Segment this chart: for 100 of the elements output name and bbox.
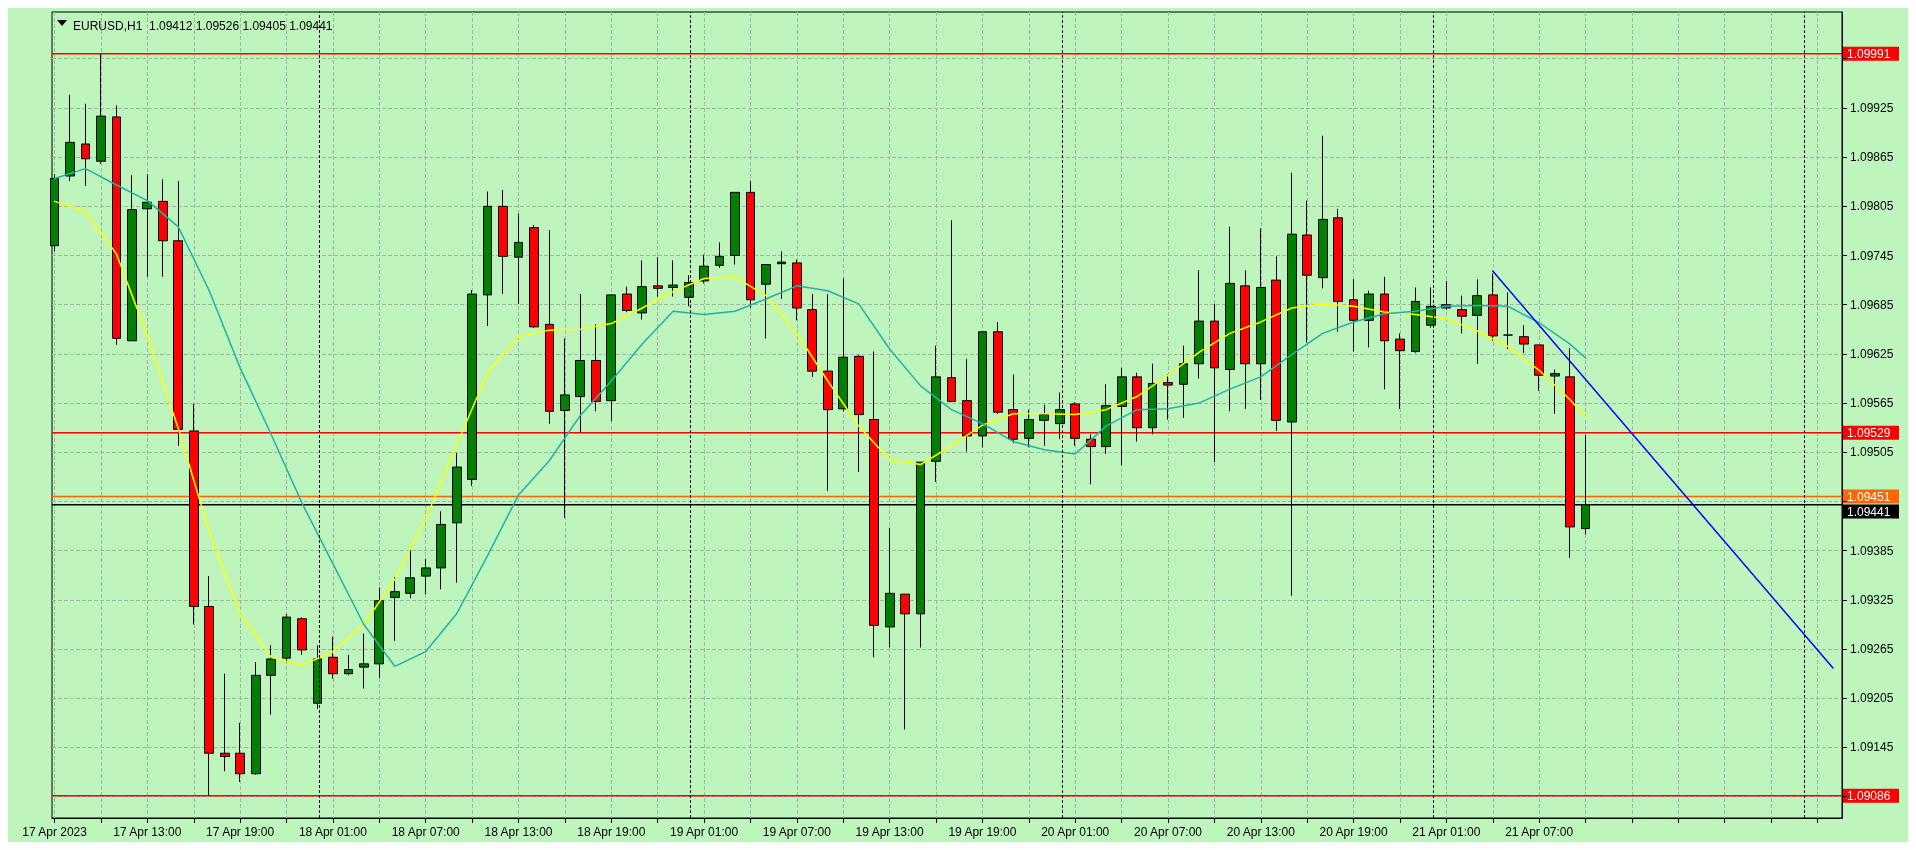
candlestick (1318, 135, 1328, 289)
candlestick (1240, 269, 1250, 410)
candlestick (65, 94, 75, 182)
x-tick-label: 17 Apr 19:00 (206, 825, 275, 839)
candlestick (606, 293, 616, 422)
candlestick (885, 527, 895, 648)
x-tick-label: 17 Apr 13:00 (113, 825, 182, 839)
ref-line-label: 1.09451 (1847, 489, 1891, 504)
candlestick (947, 219, 956, 403)
candlestick (838, 277, 848, 412)
y-tick-label: 1.09145 (1850, 740, 1894, 755)
y-tick-label: 1.09205 (1850, 691, 1894, 706)
candlestick (1163, 373, 1173, 421)
candlestick (637, 259, 647, 320)
candlestick (483, 191, 492, 327)
candlestick (266, 644, 276, 716)
x-tick-label: 21 Apr 07:00 (1505, 825, 1574, 839)
candlestick (591, 323, 601, 412)
candlestick (931, 345, 941, 483)
x-tick-label: 18 Apr 07:00 (391, 825, 461, 839)
candlestick (622, 286, 632, 313)
candlestick (1534, 344, 1544, 392)
candlestick (1457, 295, 1467, 334)
candlestick (1488, 273, 1498, 342)
candlestick (1256, 227, 1266, 401)
candlestick (359, 633, 369, 689)
x-tick-label: 19 Apr 13:00 (855, 825, 924, 839)
candlestick (81, 103, 90, 187)
candlestick (1024, 409, 1034, 448)
candlestick (761, 264, 771, 339)
x-tick-label: 19 Apr 01:00 (670, 825, 739, 839)
candlestick (1550, 368, 1560, 415)
candlestick (792, 259, 802, 321)
x-tick-label: 20 Apr 07:00 (1133, 825, 1203, 839)
candlestick (514, 213, 523, 305)
candlestick (746, 180, 755, 309)
candlestick (1411, 287, 1420, 354)
x-tick-label: 18 Apr 01:00 (298, 825, 368, 839)
candlestick (142, 173, 152, 278)
candlestick (1333, 208, 1343, 333)
ref-line-label: 1.09441 (1847, 504, 1891, 519)
candlestick (127, 174, 137, 342)
x-tick-label: 17 Apr 2023 (22, 825, 88, 839)
x-tick-label: 20 Apr 01:00 (1041, 825, 1110, 839)
candlestick (251, 661, 261, 776)
y-tick-label: 1.09805 (1850, 199, 1894, 214)
x-tick-label: 20 Apr 19:00 (1319, 825, 1388, 839)
y-tick-label: 1.09325 (1850, 592, 1894, 607)
candlestick (1519, 324, 1529, 354)
candlestick (405, 549, 415, 599)
candlestick (1225, 226, 1235, 412)
y-tick-label: 1.09685 (1850, 297, 1894, 312)
candlestick (1472, 278, 1482, 365)
x-tick-label: 19 Apr 07:00 (762, 825, 832, 839)
candlestick (467, 289, 477, 487)
y-tick-label: 1.09505 (1850, 445, 1894, 460)
candlestick (1179, 345, 1188, 419)
candlestick (575, 293, 585, 434)
candlestick (390, 576, 400, 642)
candlestick (1117, 367, 1127, 466)
ref-line-label: 1.09086 (1847, 788, 1891, 803)
candlestick (978, 330, 987, 448)
x-tick-label: 18 Apr 19:00 (577, 825, 646, 839)
candlestick (730, 191, 740, 266)
candlestick (715, 241, 724, 269)
x-tick-label: 20 Apr 13:00 (1226, 825, 1296, 839)
candlestick (374, 587, 384, 679)
candlestick (668, 259, 678, 298)
candlestick (900, 593, 910, 730)
candlestick (344, 654, 353, 676)
y-tick-label: 1.09385 (1850, 543, 1894, 558)
y-tick-label: 1.09925 (1850, 100, 1894, 115)
candlestick (777, 250, 786, 300)
y-tick-label: 1.09865 (1850, 150, 1894, 165)
candlestick (1039, 404, 1049, 447)
candlestick (993, 321, 1003, 415)
candlestick (653, 256, 663, 298)
y-tick-label: 1.09265 (1850, 642, 1894, 657)
candlestick (328, 636, 338, 680)
y-tick-label: 1.09625 (1850, 346, 1894, 361)
ref-line-label: 1.09991 (1847, 46, 1891, 61)
x-tick-label: 18 Apr 13:00 (484, 825, 553, 839)
candlestick (235, 722, 245, 783)
candlestick (1395, 332, 1405, 410)
candlestick (112, 104, 121, 346)
candlestick (421, 558, 431, 595)
candlestick (436, 510, 446, 590)
candlestick (1380, 276, 1389, 390)
candlestick (699, 254, 709, 284)
candlestick (297, 616, 307, 656)
candlestick (1194, 269, 1204, 380)
y-tick-label: 1.09745 (1850, 248, 1894, 263)
candlestick (498, 189, 508, 295)
candlestick (1148, 363, 1157, 435)
candlestick (96, 53, 106, 165)
candlestick (1101, 383, 1111, 455)
text: EURUSD,H1 1.09412 1.09526 1.09405 1.09441 (73, 19, 333, 33)
ref-line-label: 1.09529 (1847, 425, 1891, 440)
x-tick-label: 19 Apr 19:00 (948, 825, 1017, 839)
candlestick (807, 293, 817, 378)
